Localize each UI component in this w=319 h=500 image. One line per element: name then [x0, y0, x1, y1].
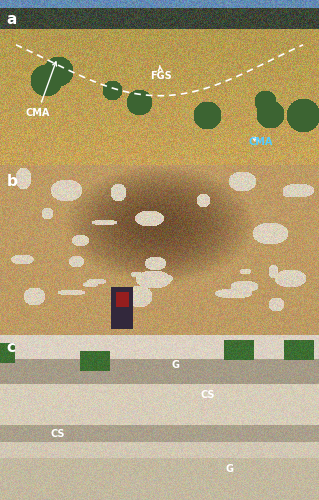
Text: G: G	[171, 360, 180, 370]
Text: CS: CS	[200, 390, 215, 400]
Text: FGS: FGS	[150, 66, 172, 81]
Text: b: b	[6, 174, 17, 188]
Text: CS: CS	[50, 430, 65, 440]
Text: a: a	[6, 12, 17, 26]
Text: CMA: CMA	[26, 62, 56, 118]
Text: G: G	[226, 464, 234, 474]
Text: CMA: CMA	[249, 137, 273, 147]
Text: c: c	[6, 340, 15, 355]
